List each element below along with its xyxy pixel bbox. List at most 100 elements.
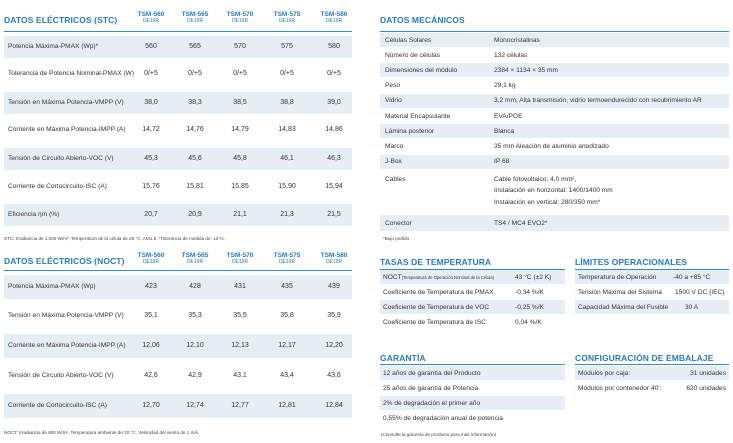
stc-col-sub: DE19R <box>278 18 296 24</box>
warranty-row-text: 2% de degradación el primer año <box>383 399 481 407</box>
noct-row-label: Corriente en Máxima Potencia-IMPP (A) <box>8 342 126 349</box>
stc-col-head: TSM-560 DE19R <box>133 11 169 24</box>
limits-row-label: Tensión Máxima del Sistema <box>578 288 662 296</box>
stc-cell: 21,3 <box>280 211 294 218</box>
stc-cell: 38,0 <box>144 99 158 106</box>
packing-row-value: 620 unidades <box>686 384 726 392</box>
stc-table-row <box>4 148 352 170</box>
stc-cell: 20,9 <box>188 211 202 218</box>
noct-col-model: TSM-560 <box>137 252 165 259</box>
mech-row: Vidrio 3,2 mm, Alta transmisión, vidrio t… <box>380 93 729 108</box>
stc-col-model: TSM-570 <box>226 11 254 18</box>
mech-row: Número de células 132 células <box>380 48 729 62</box>
mech-row-value: Blanca <box>494 127 515 135</box>
temp-row-label-text: Coeficiente de Temperatura de VOC <box>383 303 490 311</box>
mech-row-label: Dimensiones del módulo <box>385 66 458 74</box>
stc-cell: 0/+5 <box>233 70 247 77</box>
mech-cables-row: Cables Cable fotovoltaico: 4,0 mm², Inst… <box>380 170 729 210</box>
stc-cell: 14,79 <box>231 126 249 133</box>
temp-row: Coeficiente de Temperatura de PMAX -0,34 … <box>380 285 565 299</box>
noct-cell: 12,70 <box>142 402 160 409</box>
noct-col-sub: DE19R <box>278 259 296 265</box>
noct-row-label: Tensión de Circuito Abierto-VOC (V) <box>8 372 114 379</box>
limits-row-value: 1500 V DC (IEC) <box>675 288 725 296</box>
noct-cell: 12,84 <box>325 402 343 409</box>
mech-row: J-Box IP 68 <box>380 154 729 169</box>
warranty-note: (Consulte la garantía de producto para m… <box>381 432 497 437</box>
noct-cell: 12,77 <box>231 402 249 409</box>
mech-cables-line-2: Instalación en horizontal: 1400/1400 mm <box>494 187 613 194</box>
warranty-row-text: 12 años de garantía del Producto <box>383 369 481 377</box>
mech-row-value: 2384 × 1134 × 35 mm <box>494 66 559 74</box>
temp-row-label: Coeficiente de Temperatura de ISC <box>383 319 486 326</box>
stc-cell: 38,3 <box>188 99 202 106</box>
noct-col-head: TSM-565 DE19R <box>177 252 213 265</box>
mech-connector-row: Conector TS4 / MC4 EVO2* <box>380 215 729 231</box>
mech-row: Peso 29,1 kg <box>380 79 729 93</box>
stc-row-label: Tolerancia de Potencia Nominal-PMAX (W) <box>8 70 135 77</box>
packing-row: Módulos por caja: 31 unidades <box>575 366 729 380</box>
stc-table-row <box>4 36 352 58</box>
temp-row-value: -0,25 %/K <box>515 303 544 311</box>
noct-cell: 43,6 <box>327 372 341 379</box>
stc-cell: 0/+5 <box>144 70 158 77</box>
temp-row-label: Coeficiente de Temperatura de VOC <box>383 304 489 311</box>
temp-row-label-note: (Temperatura de Operación Nominal de la … <box>401 274 495 280</box>
stc-col-sub: DE19R <box>231 18 249 24</box>
noct-cell: 435 <box>281 283 293 290</box>
stc-rule <box>4 31 352 32</box>
stc-cell: 14,76 <box>186 126 204 133</box>
mech-row-label: Células Solares <box>385 36 432 44</box>
mech-row: Marco 35 mm Aleación de aluminio anodizad… <box>380 139 729 153</box>
stc-cell: 39,0 <box>327 99 341 106</box>
noct-table-row <box>4 394 352 418</box>
noct-cell: 439 <box>328 283 340 290</box>
stc-col-model: TSM-560 <box>137 11 165 18</box>
stc-row-label: Tensión de Circuito Abierto-VOC (V) <box>8 155 114 162</box>
limits-row-label: Temperatura de Operación <box>578 273 657 281</box>
temp-row-value: -0,34 %/K <box>515 288 544 296</box>
mech-connector-value: TS4 / MC4 EVO2* <box>494 219 548 227</box>
temp-row-label-text: Coeficiente de Temperatura de ISC <box>383 318 486 326</box>
noct-col-model: TSM-580 <box>320 252 348 259</box>
noct-col-model: TSM-575 <box>273 252 301 259</box>
stc-cell: 560 <box>145 43 157 50</box>
noct-cell: 12,10 <box>186 342 204 349</box>
stc-cell: 15,76 <box>142 183 160 190</box>
temp-row-label: Coeficiente de Temperatura de PMAX <box>383 289 494 296</box>
warranty-row: 2% de degradación el primer año <box>380 396 565 410</box>
temp-rule <box>380 269 565 270</box>
noct-cell: 35,8 <box>280 312 294 319</box>
temp-row-value: 43 °C (±2 K) <box>515 273 552 281</box>
noct-title: DATOS ELÉCTRICOS (NOCT) <box>4 256 125 266</box>
stc-row-label: Tensión en Máxima Potencia-VMPP (V) <box>8 99 124 106</box>
mech-note: *Bajo pedido <box>383 236 410 241</box>
noct-col-sub: DE19R <box>142 259 160 265</box>
stc-cell: 0/+5 <box>280 70 294 77</box>
noct-col-model: TSM-570 <box>226 252 254 259</box>
temp-row-label: NOCT(Temperatura de Operación Nominal de… <box>383 274 494 281</box>
stc-col-sub: DE19R <box>186 18 204 24</box>
noct-cell: 35,3 <box>188 312 202 319</box>
stc-cell: 14,83 <box>278 126 296 133</box>
stc-cell: 565 <box>189 43 201 50</box>
packing-rule <box>575 364 729 365</box>
packing-title: CONFIGURACIÓN DE EMBALAJE <box>575 353 714 363</box>
stc-col-sub: DE19R <box>142 18 160 24</box>
stc-row-label: Eficiencia ηm (%) <box>8 211 60 218</box>
mech-connector-label: Conector <box>385 219 412 227</box>
mech-row-label: Material Encapsulante <box>385 112 451 120</box>
warranty-row: 25 años de garantía de Potencia <box>380 381 565 395</box>
stc-cell: 0/+5 <box>327 70 341 77</box>
warranty-row: 0,55% de degradación anual de potencia <box>380 411 565 425</box>
noct-col-model: TSM-565 <box>181 252 209 259</box>
stc-cell: 46,3 <box>327 155 341 162</box>
noct-cell: 42,6 <box>144 372 158 379</box>
stc-cell: 575 <box>281 43 293 50</box>
mech-row-value: EVA/POE <box>494 112 523 120</box>
noct-cell: 12,81 <box>278 402 296 409</box>
limits-row-value: 30 A <box>685 303 699 311</box>
noct-cell: 43,4 <box>280 372 294 379</box>
noct-col-head: TSM-560 DE19R <box>133 252 169 265</box>
stc-cell: 580 <box>328 43 340 50</box>
